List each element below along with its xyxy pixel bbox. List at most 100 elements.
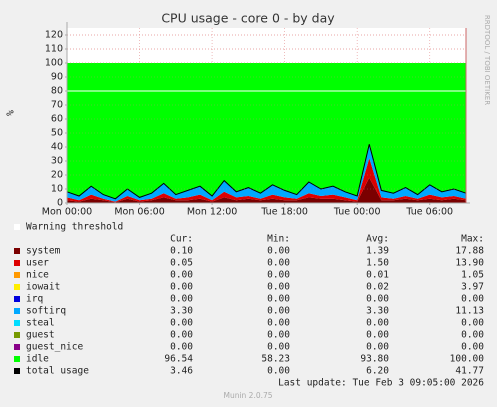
- column-header: Max:: [461, 234, 484, 245]
- legend-stat: 6.20: [366, 366, 389, 377]
- legend-stat: 0.02: [366, 282, 389, 293]
- legend-swatch: [14, 308, 20, 314]
- legend-stat: 0.00: [170, 330, 193, 341]
- legend-stat: 58.23: [261, 354, 290, 365]
- legend-stat: 0.00: [267, 366, 290, 377]
- line: [66, 144, 467, 200]
- legend-swatch: [14, 272, 20, 278]
- legend-stat: 3.30: [366, 306, 389, 317]
- y-tick-label: 70: [51, 100, 63, 111]
- legend-stat: 0.00: [267, 258, 290, 269]
- legend-stat: 0.00: [461, 342, 484, 353]
- legend-stat: 3.30: [170, 306, 193, 317]
- y-tick-label: 110: [45, 44, 63, 55]
- y-tick-label: 50: [51, 128, 63, 139]
- area: [67, 63, 466, 199]
- legend-swatch: [14, 260, 20, 266]
- y-tick-label: 120: [45, 30, 63, 41]
- legend-stat: 0.00: [366, 342, 389, 353]
- footer: Munin 2.0.75: [223, 391, 272, 400]
- legend-stat: 93.80: [360, 354, 389, 365]
- side-label: RRDTOOL / TOBI OETIKER: [483, 15, 491, 105]
- legend-stat: 17.88: [455, 246, 484, 257]
- legend-swatch: [14, 284, 20, 290]
- legend-label: softirq: [26, 306, 66, 317]
- column-header: Min:: [267, 234, 290, 245]
- legend-label: idle: [26, 354, 49, 365]
- legend-stat: 0.00: [267, 318, 290, 329]
- y-tick-label: 90: [51, 72, 63, 83]
- legend-stat: 0.00: [267, 342, 290, 353]
- legend-label: user: [26, 258, 49, 269]
- last-update: Last update: Tue Feb 3 09:05:00 2026: [278, 378, 484, 389]
- legend-stat: 1.05: [461, 270, 484, 281]
- x-tick-label: Tue 06:00: [405, 207, 453, 218]
- legend-stat: 1.39: [366, 246, 389, 257]
- legend-label: nice: [26, 270, 49, 281]
- legend-label: guest: [26, 330, 55, 341]
- y-tick-label: 100: [45, 58, 63, 69]
- legend-stat: 3.97: [461, 282, 484, 293]
- y-axis-label: %: [6, 110, 17, 116]
- area: [67, 177, 466, 203]
- legend-stat: 0.00: [170, 342, 193, 353]
- legend-stat: 0.00: [461, 318, 484, 329]
- legend-swatch: [14, 368, 20, 374]
- x-tick-label: Mon 06:00: [114, 207, 164, 218]
- column-header: Avg:: [366, 234, 389, 245]
- legend-label: system: [26, 246, 61, 257]
- legend-stat: 0.00: [366, 330, 389, 341]
- legend-stat: 0.00: [170, 294, 193, 305]
- legend-stat: 0.00: [267, 282, 290, 293]
- legend-stat: 0.00: [170, 270, 193, 281]
- legend-swatch: [14, 296, 20, 302]
- legend-stat: 0.00: [267, 306, 290, 317]
- legend-label: guest_nice: [26, 342, 83, 353]
- legend-stat: 0.00: [170, 318, 193, 329]
- legend-stat: 0.00: [267, 330, 290, 341]
- y-tick-label: 0: [57, 198, 63, 209]
- legend-swatch: [14, 356, 20, 362]
- chart-title: CPU usage - core 0 - by day: [161, 11, 335, 26]
- legend-stat: 0.00: [267, 294, 290, 305]
- legend-label: steal: [26, 318, 55, 329]
- y-tick-label: 60: [51, 114, 63, 125]
- legend-label: irq: [26, 294, 43, 305]
- legend-stat: 11.13: [455, 306, 484, 317]
- legend-stat: 0.00: [366, 294, 389, 305]
- x-tick-label: Mon 12:00: [187, 207, 237, 218]
- legend-stat: 96.54: [164, 354, 193, 365]
- legend-stat: 41.77: [455, 366, 484, 377]
- legend-stat: 0.00: [267, 270, 290, 281]
- legend-stat: 0.00: [267, 246, 290, 257]
- legend-stat: 0.00: [366, 318, 389, 329]
- legend-stat: 0.05: [170, 258, 193, 269]
- legend-stat: 100.00: [450, 354, 485, 365]
- legend-label: Warning threshold: [26, 222, 123, 233]
- legend-stat: 13.90: [455, 258, 484, 269]
- legend-swatch: [14, 332, 20, 338]
- y-tick-label: 10: [51, 184, 63, 195]
- legend-stat: 1.50: [366, 258, 389, 269]
- legend-swatch: [14, 344, 20, 350]
- column-header: Cur:: [170, 234, 193, 245]
- x-tick-label: Tue 00:00: [333, 207, 381, 218]
- legend-stat: 0.00: [461, 294, 484, 305]
- legend-stat: 0.01: [366, 270, 389, 281]
- x-tick-label: Tue 18:00: [260, 207, 308, 218]
- y-tick-label: 80: [51, 86, 63, 97]
- x-tick-label: Mon 00:00: [42, 207, 92, 218]
- legend-stat: 3.46: [170, 366, 193, 377]
- legend-label: iowait: [26, 282, 60, 293]
- y-tick-label: 30: [51, 156, 63, 167]
- area: [67, 158, 466, 203]
- legend-swatch: [14, 320, 20, 326]
- y-tick-label: 40: [51, 142, 63, 153]
- y-tick-label: 20: [51, 170, 63, 181]
- legend-stat: 0.00: [461, 330, 484, 341]
- legend-stat: 0.00: [170, 282, 193, 293]
- legend-swatch: [14, 248, 20, 254]
- legend-label: total usage: [26, 366, 89, 377]
